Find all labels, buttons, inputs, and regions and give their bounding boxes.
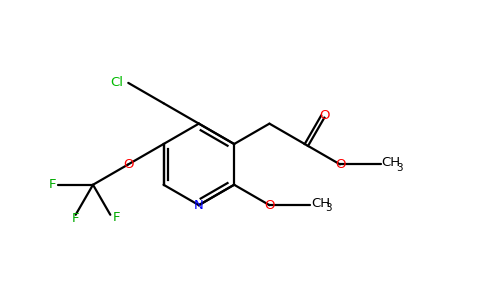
Text: O: O [123, 158, 134, 171]
Text: CH: CH [311, 197, 330, 210]
Text: CH: CH [382, 156, 401, 170]
Text: 3: 3 [396, 163, 403, 173]
Text: N: N [194, 199, 204, 212]
Text: O: O [319, 109, 330, 122]
Text: Cl: Cl [110, 76, 123, 89]
Text: 3: 3 [326, 203, 332, 214]
Text: F: F [72, 212, 79, 225]
Text: F: F [113, 211, 120, 224]
Text: F: F [48, 178, 56, 191]
Text: O: O [264, 199, 275, 212]
Text: O: O [335, 158, 345, 171]
